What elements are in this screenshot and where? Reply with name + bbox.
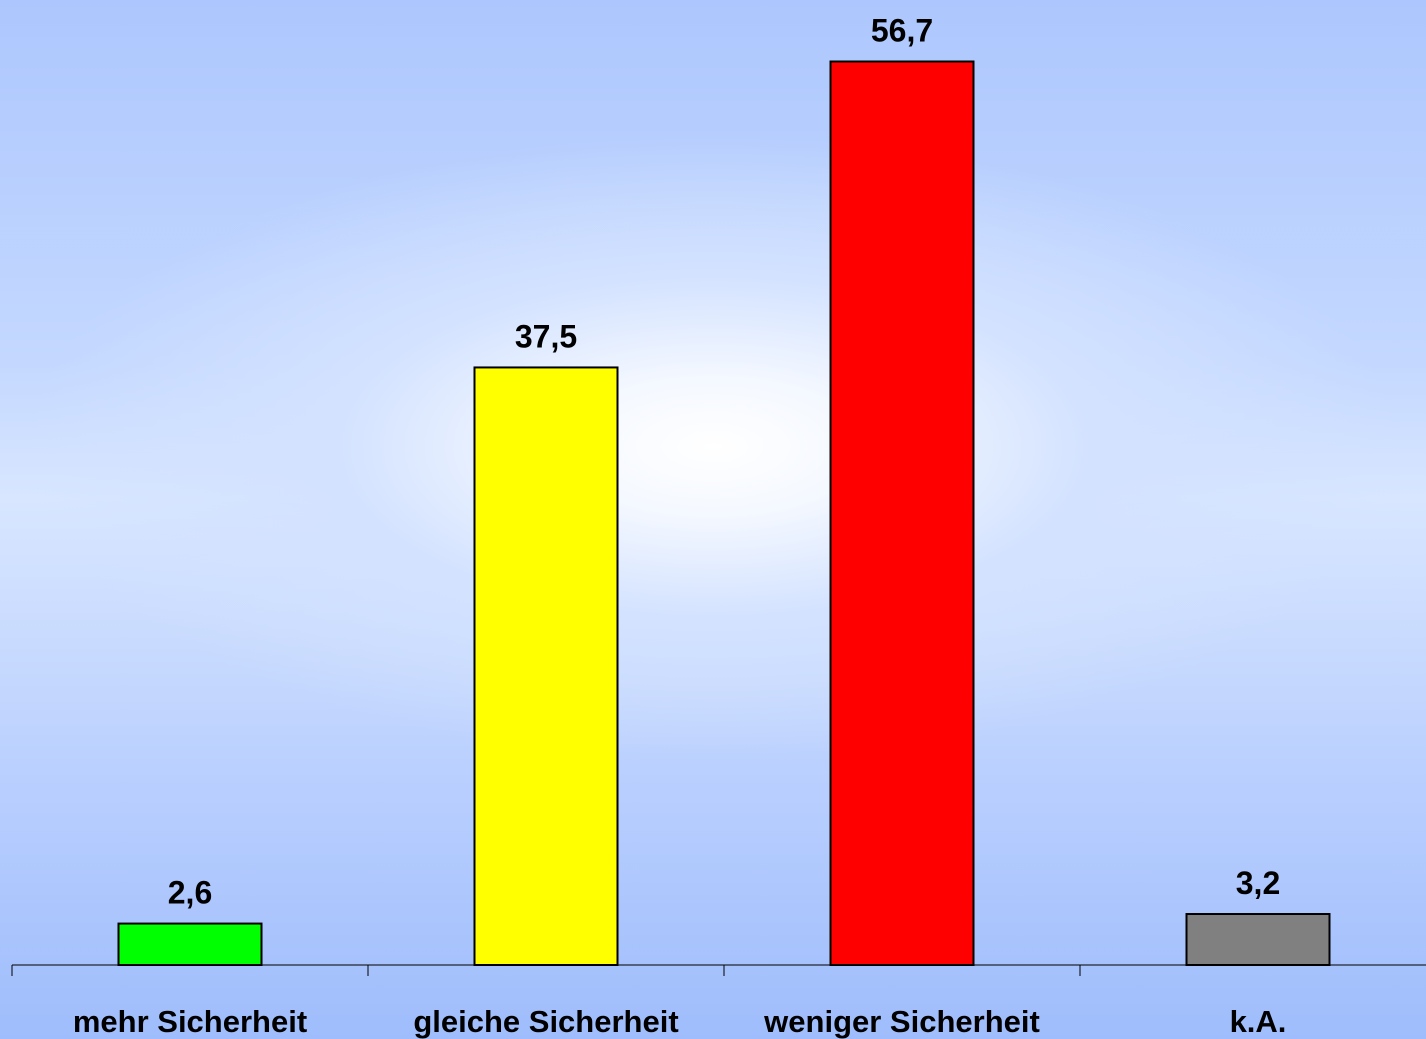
category-label: gleiche Sicherheit <box>413 1004 678 1039</box>
bar-value-label: 37,5 <box>515 318 577 354</box>
category-label: weniger Sicherheit <box>763 1004 1040 1039</box>
bar-2 <box>473 366 619 966</box>
bar-value-label: 2,6 <box>168 875 212 911</box>
category-label: mehr Sicherheit <box>73 1004 307 1039</box>
bar-value-label: 56,7 <box>871 13 933 49</box>
bar-4 <box>1185 913 1331 966</box>
bar-1 <box>117 922 263 966</box>
bar-value-label: 3,2 <box>1236 865 1280 901</box>
category-label: k.A. <box>1230 1004 1287 1039</box>
bar-3 <box>829 60 975 966</box>
